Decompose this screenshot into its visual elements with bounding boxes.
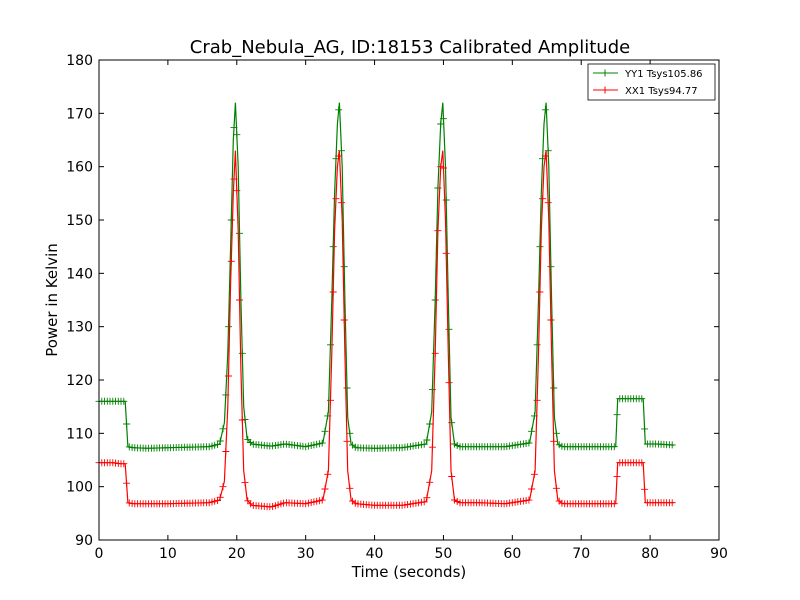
plot-frame xyxy=(98,59,720,541)
legend: YY1 Tsys105.86 XX1 Tsys94.77 xyxy=(587,63,716,101)
y-tick-label: 140 xyxy=(66,266,93,282)
y-tick-label: 110 xyxy=(66,426,93,442)
y-tick-label: 100 xyxy=(66,480,93,496)
x-tick-label: 40 xyxy=(366,546,384,562)
y-tick-label: 180 xyxy=(66,53,93,69)
legend-marker-yy1 xyxy=(601,69,609,77)
x-tick-label: 0 xyxy=(95,546,104,562)
x-tick-label: 10 xyxy=(159,546,177,562)
y-tick-label: 90 xyxy=(75,533,93,549)
legend-label-yy1: YY1 Tsys105.86 xyxy=(624,69,703,80)
y-tick-label: 170 xyxy=(66,106,93,122)
plot-area xyxy=(99,60,719,540)
legend-marker-xx1 xyxy=(601,86,609,94)
x-tick-label: 20 xyxy=(228,546,246,562)
x-axis-label: Time (seconds) xyxy=(351,563,467,581)
chart-title: Crab_Nebula_AG, ID:18153 Calibrated Ampl… xyxy=(190,37,630,58)
x-tick-label: 60 xyxy=(503,546,521,562)
x-tick-label: 70 xyxy=(572,546,590,562)
y-tick-label: 160 xyxy=(66,160,93,176)
y-tick-label: 130 xyxy=(66,320,93,336)
y-tick-label: 120 xyxy=(66,373,93,389)
legend-label-xx1: XX1 Tsys94.77 xyxy=(625,86,698,97)
x-tick-label: 50 xyxy=(435,546,453,562)
y-tick-label: 150 xyxy=(66,213,93,229)
ticks-layer: 0 10 20 30 40 50 60 70 80 90 90 100 110 120 130 140 150 1… xyxy=(66,53,728,562)
x-tick-label: 90 xyxy=(710,546,728,562)
legend-frame xyxy=(587,63,716,101)
x-tick-label: 80 xyxy=(641,546,659,562)
y-axis-label: Power in Kelvin xyxy=(43,243,61,357)
x-tick-label: 30 xyxy=(297,546,315,562)
